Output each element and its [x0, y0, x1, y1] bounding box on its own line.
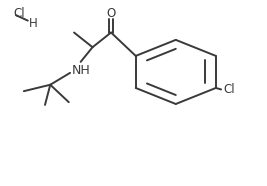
Text: H: H — [29, 17, 37, 30]
Text: Cl: Cl — [13, 7, 25, 20]
Text: NH: NH — [71, 64, 90, 77]
Text: Cl: Cl — [224, 83, 235, 96]
Text: O: O — [107, 7, 116, 20]
